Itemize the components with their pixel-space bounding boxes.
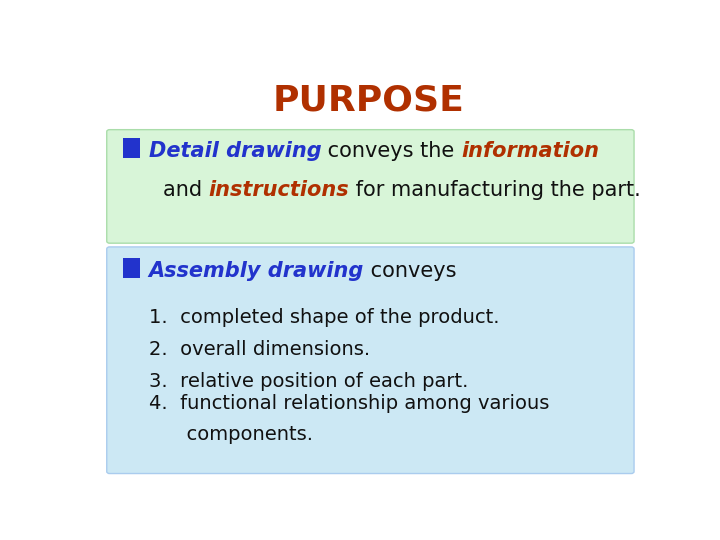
Text: conveys: conveys — [364, 261, 456, 281]
Text: 4.  functional relationship among various
      components.: 4. functional relationship among various… — [148, 394, 549, 444]
Text: conveys the: conveys the — [321, 141, 462, 161]
Text: 2.  overall dimensions.: 2. overall dimensions. — [148, 340, 369, 359]
FancyBboxPatch shape — [107, 130, 634, 243]
Bar — [124, 258, 140, 278]
Text: and: and — [163, 180, 208, 200]
Text: instructions: instructions — [208, 180, 349, 200]
Text: 1.  completed shape of the product.: 1. completed shape of the product. — [148, 308, 499, 327]
Text: for manufacturing the part.: for manufacturing the part. — [349, 180, 641, 200]
Text: Assembly drawing: Assembly drawing — [148, 261, 364, 281]
Text: information: information — [462, 141, 599, 161]
FancyBboxPatch shape — [107, 247, 634, 474]
Text: 3.  relative position of each part.: 3. relative position of each part. — [148, 372, 468, 391]
Text: Detail drawing: Detail drawing — [148, 141, 321, 161]
Text: PURPOSE: PURPOSE — [273, 84, 465, 118]
Bar — [124, 138, 140, 158]
